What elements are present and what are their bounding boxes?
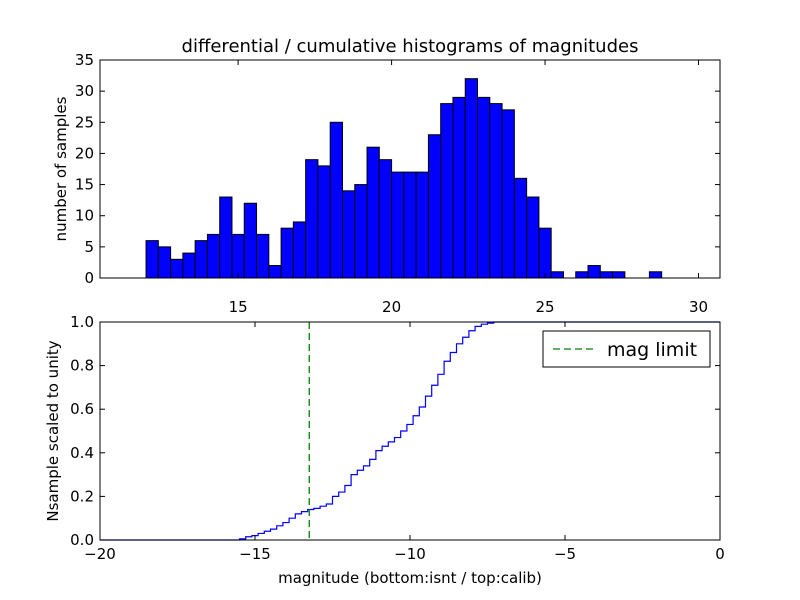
histogram-bar	[341, 190, 356, 279]
histogram-bar	[280, 227, 294, 279]
histogram-bars	[145, 78, 663, 279]
histogram-bar	[440, 103, 454, 279]
cumulative-xtick-label: −15	[239, 545, 271, 563]
cumulative-ytick-label: 0.6	[70, 400, 94, 418]
histogram-bar	[427, 134, 442, 279]
histogram-chart: differential / cumulative histograms of …	[52, 36, 721, 316]
histogram-ytick-label: 30	[75, 82, 94, 100]
histogram-bar	[256, 233, 270, 279]
histogram-ytick-label: 25	[75, 113, 94, 131]
cumulative-xtick-label: −10	[394, 545, 426, 563]
histogram-bar	[391, 171, 405, 279]
histogram-bar	[378, 159, 393, 279]
legend-label-mag-limit: mag limit	[607, 339, 697, 361]
histogram-bar	[305, 159, 319, 279]
cumulative-ticks: −20 −15 −10 −5 0 0.0 0.2 0.4 0.6 0.8 1.0	[70, 313, 725, 563]
histogram-bar	[501, 109, 515, 279]
histogram-bar	[354, 184, 368, 279]
histogram-xtick-label: 30	[689, 298, 708, 316]
histogram-bar	[194, 240, 208, 279]
histogram-xtick-label: 20	[382, 298, 401, 316]
histogram-bar	[612, 271, 626, 279]
histogram-ytick-label: 0	[84, 269, 94, 287]
histogram-ytick-label: 5	[84, 238, 94, 256]
histogram-xtick-label: 15	[229, 298, 248, 316]
cumulative-frame	[99, 321, 721, 541]
histogram-bar	[599, 271, 614, 279]
cumulative-ylabel: Nsample scaled to unity	[44, 340, 62, 521]
cumulative-series-line	[100, 321, 720, 541]
histogram-frame	[99, 59, 721, 279]
histogram-bar	[329, 121, 343, 279]
cumulative-xtick-label: −5	[554, 545, 576, 563]
cumulative-xlabel: magnitude (bottom:isnt / top:calib)	[278, 569, 542, 587]
histogram-bar	[489, 103, 503, 279]
histogram-bar	[170, 258, 184, 279]
histogram-bar	[292, 221, 307, 279]
histogram-bar	[513, 177, 528, 279]
histogram-bar	[538, 227, 552, 279]
histogram-ylabel: number of samples	[52, 96, 70, 241]
histogram-bar	[464, 78, 479, 279]
histogram-xtick-label: 25	[536, 298, 555, 316]
cumulative-ytick-label: 0.0	[70, 531, 94, 549]
cumulative-ytick-label: 0.8	[70, 357, 94, 375]
histogram-bar	[268, 265, 282, 279]
cumulative-chart: −20 −15 −10 −5 0 0.0 0.2 0.4 0.6 0.8 1.0 Nsample s…	[44, 313, 725, 587]
histogram-bar	[477, 96, 491, 279]
histogram-ytick-label: 10	[75, 207, 94, 225]
histogram-bar	[157, 246, 172, 279]
cumulative-ytick-label: 0.4	[70, 444, 94, 462]
histogram-ytick-label: 35	[75, 51, 94, 69]
cumulative-xtick-label: −20	[84, 545, 116, 563]
histogram-bar	[452, 96, 466, 279]
cumulative-xtick-label: 0	[715, 545, 725, 563]
histogram-bar	[648, 271, 663, 279]
histogram-ticks: 15 20 25 30 0 5 10 15 20 25 30 35	[75, 51, 720, 316]
cumulative-ytick-label: 1.0	[70, 313, 94, 331]
histogram-bar	[206, 233, 221, 279]
histogram-bar	[219, 196, 233, 279]
histogram-bar	[366, 146, 380, 279]
histogram-bar	[243, 202, 258, 279]
histogram-bar	[575, 271, 589, 279]
cumulative-ytick-label: 0.2	[70, 487, 94, 505]
histogram-title: differential / cumulative histograms of …	[182, 36, 639, 57]
histogram-bar	[526, 196, 540, 279]
legend: mag limit	[542, 330, 711, 368]
histogram-bar	[145, 240, 159, 279]
histogram-ytick-label: 15	[75, 176, 94, 194]
histogram-bar	[550, 271, 564, 279]
histogram-bar	[415, 171, 429, 279]
histogram-ytick-label: 20	[75, 144, 94, 162]
histogram-bar	[317, 165, 331, 279]
histogram-bar	[587, 265, 601, 279]
histogram-bar	[182, 252, 196, 279]
histogram-bar	[403, 171, 417, 279]
histogram-bar	[231, 233, 245, 279]
